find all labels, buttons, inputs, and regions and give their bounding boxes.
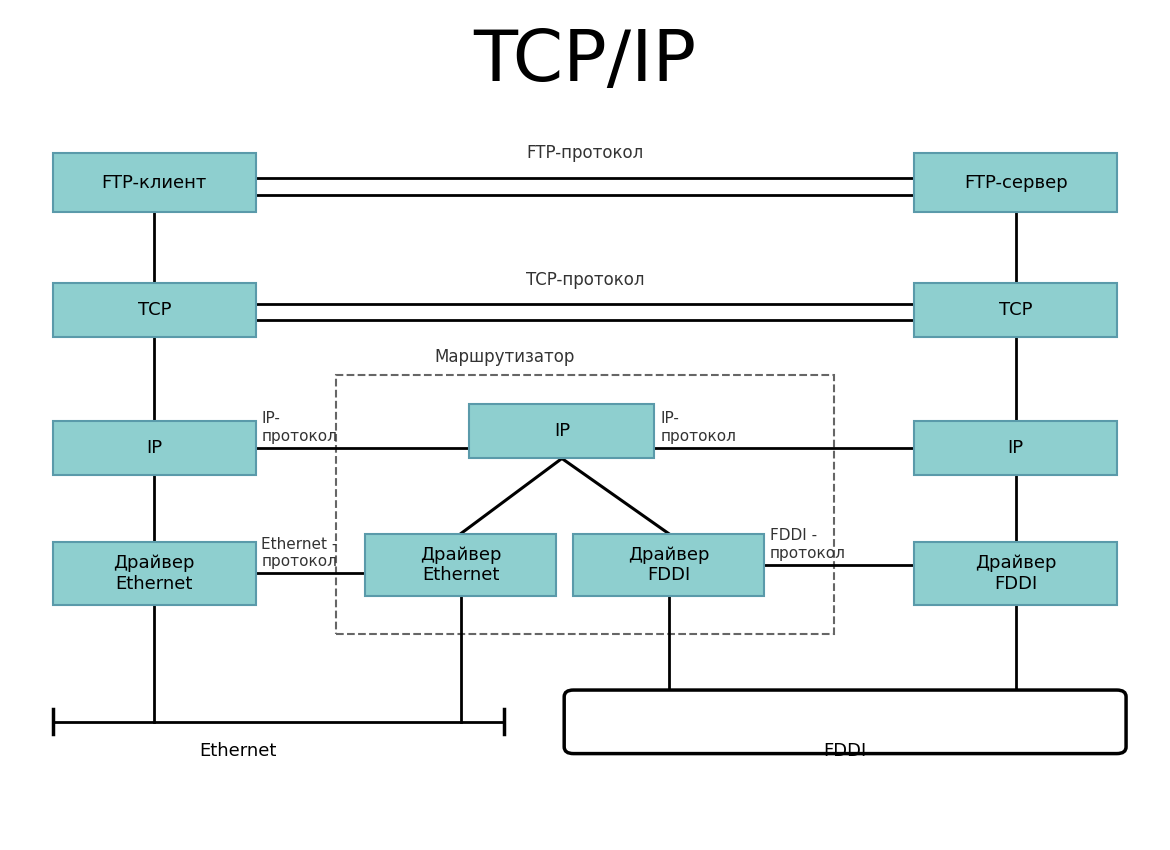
Text: Драйвер
Ethernet: Драйвер Ethernet [420, 546, 502, 585]
Text: TCP: TCP [999, 301, 1032, 319]
FancyBboxPatch shape [53, 421, 255, 475]
FancyBboxPatch shape [365, 534, 556, 597]
Text: Ethernet -
протокол: Ethernet - протокол [261, 537, 338, 570]
FancyBboxPatch shape [469, 404, 654, 458]
Text: Драйвер
FDDI: Драйвер FDDI [975, 554, 1057, 592]
Text: IP: IP [553, 422, 570, 440]
Text: IP: IP [1007, 439, 1024, 457]
Text: Ethernet: Ethernet [199, 742, 277, 760]
FancyBboxPatch shape [53, 283, 255, 337]
Text: FTP-сервер: FTP-сервер [964, 173, 1067, 191]
Text: FDDI -
протокол: FDDI - протокол [770, 529, 846, 561]
FancyBboxPatch shape [915, 153, 1117, 212]
FancyBboxPatch shape [915, 421, 1117, 475]
FancyBboxPatch shape [564, 690, 1126, 754]
Text: FTP-протокол: FTP-протокол [526, 144, 644, 162]
Text: Драйвер
FDDI: Драйвер FDDI [628, 546, 709, 585]
Text: IP-
протокол: IP- протокол [660, 411, 736, 444]
FancyBboxPatch shape [573, 534, 764, 597]
Text: TCP/IP: TCP/IP [474, 27, 696, 96]
Text: FTP-клиент: FTP-клиент [102, 173, 207, 191]
FancyBboxPatch shape [915, 283, 1117, 337]
Bar [337, 375, 833, 634]
Text: IP: IP [146, 439, 163, 457]
Text: FDDI: FDDI [824, 742, 867, 760]
FancyBboxPatch shape [915, 542, 1117, 604]
Text: Маршрутизатор: Маршрутизатор [434, 348, 574, 366]
FancyBboxPatch shape [53, 153, 255, 212]
Text: IP-
протокол: IP- протокол [261, 411, 337, 444]
Text: TCP-протокол: TCP-протокол [525, 271, 645, 289]
Text: TCP: TCP [138, 301, 171, 319]
Text: Драйвер
Ethernet: Драйвер Ethernet [113, 554, 195, 592]
FancyBboxPatch shape [53, 542, 255, 604]
